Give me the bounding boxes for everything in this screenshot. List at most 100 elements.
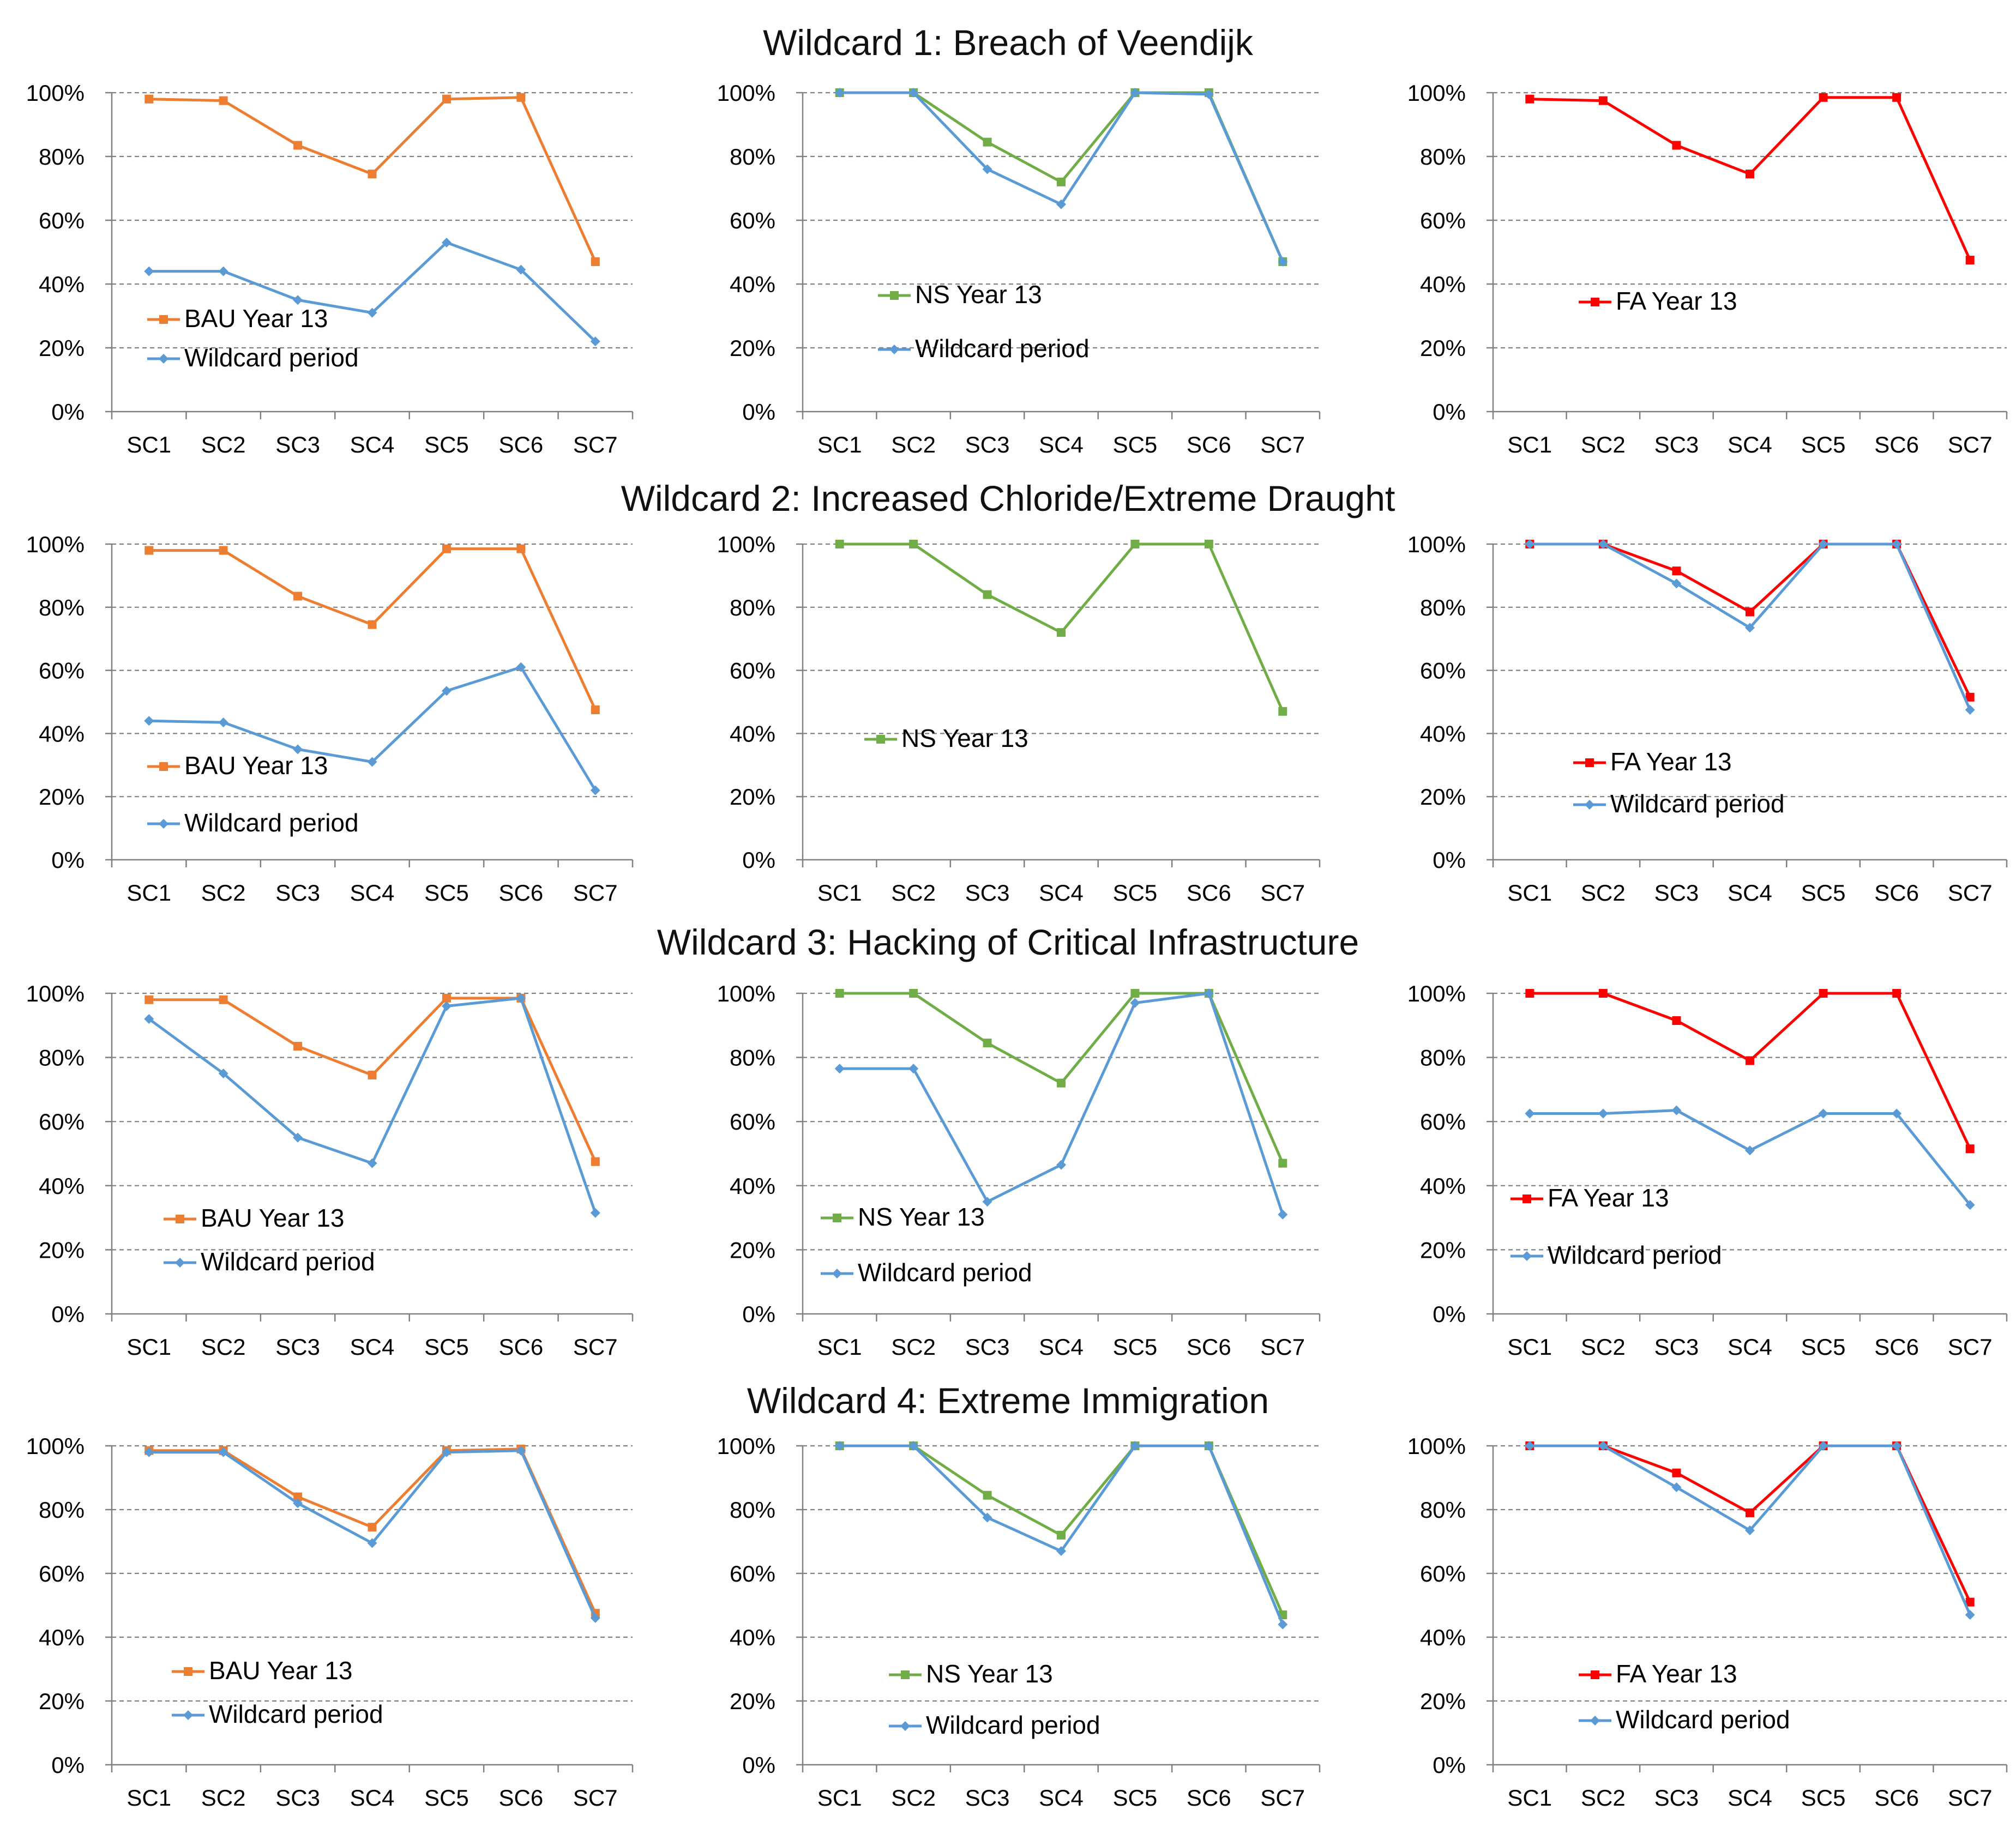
legend-label: NS Year 13 xyxy=(858,1203,985,1231)
y-tick-label: 40% xyxy=(730,1173,775,1199)
x-tick-label: SC5 xyxy=(1113,1334,1158,1360)
x-tick-label: SC7 xyxy=(573,1785,618,1811)
legend-label: NS Year 13 xyxy=(915,280,1042,309)
data-point-square xyxy=(1965,1144,1975,1154)
y-tick-label: 80% xyxy=(1420,1497,1466,1523)
chart-w3-fa: 0% 20% 40% 60% 80% 100% SC1 SC2 SC3 SC4 SC5 SC6 SC7 F… xyxy=(1407,981,2008,1360)
y-tick-label: 40% xyxy=(39,721,85,746)
y-tick-label: 40% xyxy=(1420,1625,1466,1650)
legend-marker-diamond xyxy=(183,1710,193,1720)
legend-label: FA Year 13 xyxy=(1610,747,1732,776)
x-tick-label: SC2 xyxy=(201,1785,246,1811)
y-tick-label: 0% xyxy=(51,847,85,873)
x-tick-label: SC6 xyxy=(1874,1785,1919,1811)
legend-label: BAU Year 13 xyxy=(184,751,328,780)
x-tick-label: SC2 xyxy=(201,1334,246,1360)
y-tick-label: 20% xyxy=(1420,784,1466,810)
data-point-diamond xyxy=(834,1064,845,1074)
data-point-square xyxy=(1130,540,1140,548)
chart-w1-fa: 0% 20% 40% 60% 80% 100% SC1 SC2 SC3 SC4 SC5 SC6 SC7 F… xyxy=(1407,80,2008,457)
data-point-diamond xyxy=(1203,1441,1214,1451)
series-line-year13 xyxy=(839,542,1284,712)
data-point-square xyxy=(145,995,154,1004)
data-point-diamond xyxy=(144,266,154,276)
x-tick-label: SC3 xyxy=(1654,432,1699,457)
legend-marker-square xyxy=(1585,758,1594,767)
data-point-diamond xyxy=(982,1512,992,1523)
x-tick-label: SC5 xyxy=(424,1334,469,1360)
y-tick-label: 100% xyxy=(717,981,775,1006)
y-tick-label: 80% xyxy=(39,144,85,170)
y-tick-label: 100% xyxy=(1407,981,1466,1006)
x-tick-label: SC1 xyxy=(817,432,862,457)
series-line-wildcard xyxy=(839,91,1284,263)
data-point-square xyxy=(1525,94,1534,104)
data-point-diamond xyxy=(834,1441,845,1451)
x-tick-label: SC6 xyxy=(499,1334,544,1360)
y-tick-label: 80% xyxy=(39,1497,85,1523)
legend-label: Wildcard period xyxy=(1616,1705,1790,1734)
data-point-diamond xyxy=(834,88,845,98)
data-point-diamond xyxy=(1130,88,1140,98)
data-point-square xyxy=(1892,93,1901,102)
legend-marker-square xyxy=(176,1215,184,1223)
y-tick-label: 60% xyxy=(1420,208,1466,233)
data-point-diamond xyxy=(218,266,228,276)
legend-marker-square xyxy=(1591,298,1599,306)
chart-w1-bau: 0% 20% 40% 60% 80% 100% SC1 SC2 SC3 SC4 SC5 SC6 SC7 B… xyxy=(26,80,634,457)
data-point-diamond xyxy=(1818,1108,1828,1119)
data-point-square xyxy=(368,1070,377,1079)
y-tick-label: 60% xyxy=(1420,1561,1466,1586)
data-point-square xyxy=(516,544,526,553)
data-point-square xyxy=(368,1523,377,1532)
y-tick-label: 20% xyxy=(39,1688,85,1714)
data-point-diamond xyxy=(1745,623,1755,633)
y-tick-label: 0% xyxy=(1433,1301,1466,1327)
data-point-diamond xyxy=(293,1498,303,1509)
y-tick-label: 0% xyxy=(51,399,85,425)
data-point-diamond xyxy=(1203,89,1214,99)
x-tick-label: SC5 xyxy=(424,1785,469,1811)
data-point-square xyxy=(1598,96,1608,105)
x-tick-label: SC5 xyxy=(1801,880,1846,906)
y-tick-label: 40% xyxy=(730,272,775,297)
data-point-square xyxy=(293,1042,303,1051)
x-tick-label: SC3 xyxy=(1654,1785,1699,1811)
y-tick-label: 60% xyxy=(39,658,85,684)
data-point-square xyxy=(368,170,377,179)
y-tick-label: 0% xyxy=(51,1301,85,1327)
series-line-year13 xyxy=(1530,992,1971,1150)
x-tick-label: SC7 xyxy=(1948,1334,1993,1360)
data-point-square xyxy=(983,137,992,147)
data-point-square xyxy=(293,592,303,601)
data-point-square xyxy=(293,1492,303,1501)
y-tick-label: 20% xyxy=(39,335,85,361)
x-tick-label: SC7 xyxy=(1260,1785,1305,1811)
data-point-square xyxy=(516,93,526,102)
y-tick-label: 100% xyxy=(1407,80,1466,106)
x-tick-label: SC2 xyxy=(891,1785,936,1811)
y-tick-label: 0% xyxy=(742,1301,775,1327)
x-tick-label: SC5 xyxy=(1801,1334,1846,1360)
x-tick-label: SC4 xyxy=(350,432,395,457)
legend-label: BAU Year 13 xyxy=(209,1656,352,1685)
x-tick-label: SC7 xyxy=(1260,880,1305,906)
data-point-diamond xyxy=(367,1158,377,1168)
y-tick-label: 0% xyxy=(1433,1752,1466,1778)
y-tick-label: 100% xyxy=(26,80,85,106)
data-point-diamond xyxy=(1745,1145,1755,1156)
x-tick-label: SC6 xyxy=(1187,1785,1231,1811)
legend-label: FA Year 13 xyxy=(1548,1184,1669,1212)
data-point-diamond xyxy=(1278,1619,1288,1630)
data-point-diamond xyxy=(908,88,919,98)
y-tick-label: 40% xyxy=(1420,1173,1466,1199)
series-line-year13 xyxy=(1530,1444,1971,1603)
data-point-diamond xyxy=(1671,1105,1682,1115)
x-tick-label: SC1 xyxy=(1507,432,1552,457)
x-tick-label: SC6 xyxy=(1874,1334,1919,1360)
data-point-square xyxy=(983,590,992,599)
legend-marker-square xyxy=(184,1667,192,1676)
data-point-square xyxy=(1598,989,1608,998)
data-point-square xyxy=(1672,566,1681,576)
data-point-square xyxy=(219,96,228,105)
